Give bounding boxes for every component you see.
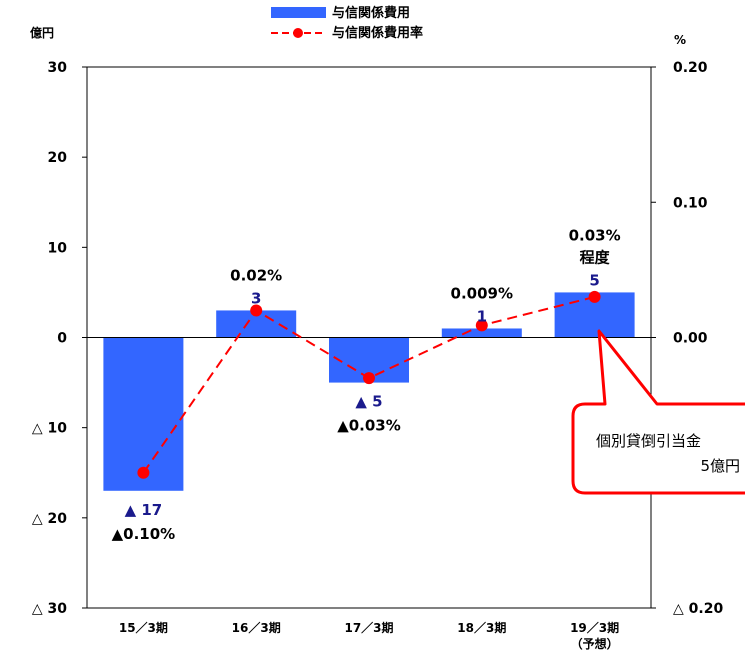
rate-marker bbox=[363, 372, 375, 385]
rate-marker bbox=[475, 319, 488, 332]
rate-marker bbox=[137, 466, 150, 479]
y-right-tick-label: 0.00 bbox=[673, 331, 708, 347]
rate-label: 0.03% bbox=[569, 226, 621, 244]
callout-line-1: 個別貸倒引当金 bbox=[596, 432, 701, 450]
bar bbox=[441, 328, 522, 338]
x-tick-sublabel: （予想） bbox=[571, 636, 619, 651]
y-left-tick-label: 10 bbox=[48, 240, 68, 256]
y-right-ticks: 0.20 0.10 0.00 △ 0.20 bbox=[651, 60, 723, 617]
bar bbox=[103, 337, 184, 491]
bar-value-label: ▲ 5 bbox=[355, 393, 382, 411]
y-right-tick-label: 0.20 bbox=[673, 60, 708, 76]
callout-shape bbox=[571, 329, 745, 495]
callout: 個別貸倒引当金 5億円 bbox=[571, 329, 745, 495]
bar-value-labels: ▲ 17 3 ▲ 5 1 5 bbox=[125, 271, 600, 518]
y-right-tick-label: 0.10 bbox=[673, 195, 708, 211]
bar-value-label: 5 bbox=[589, 271, 599, 289]
x-tick-label: 17／3期 bbox=[344, 620, 393, 635]
y-left-unit: 億円 bbox=[30, 25, 54, 40]
legend-line-label: 与信関係費用率 bbox=[332, 25, 423, 41]
rate-labels: ▲0.10% 0.02% ▲0.03% 0.009% 0.03% 程度 bbox=[112, 226, 621, 542]
bar-series bbox=[103, 292, 635, 491]
y-right-unit: % bbox=[674, 33, 686, 47]
legend-line-marker bbox=[293, 28, 303, 38]
y-left-tick-label: △ 30 bbox=[32, 601, 67, 617]
x-tick-label: 15／3期 bbox=[119, 620, 168, 635]
x-tick-label: 16／3期 bbox=[232, 620, 281, 635]
x-tick-label: 18／3期 bbox=[457, 620, 506, 635]
y-right-tick-label: △ 0.20 bbox=[673, 601, 723, 617]
y-left-tick-label: 20 bbox=[48, 150, 68, 166]
x-axis-labels: 15／3期 16／3期 17／3期 18／3期 19／3期（予想） bbox=[119, 620, 619, 651]
y-left-tick-label: 0 bbox=[57, 331, 67, 347]
rate-marker bbox=[250, 304, 263, 317]
bar-value-label: 3 bbox=[251, 289, 261, 307]
x-tick-label: 19／3期 bbox=[570, 620, 619, 635]
bar-value-label: ▲ 17 bbox=[125, 501, 163, 519]
rate-label: ▲0.10% bbox=[112, 525, 176, 543]
rate-label: ▲0.03% bbox=[337, 417, 401, 435]
rate-label: 0.009% bbox=[451, 284, 513, 302]
bar-value-label: 1 bbox=[477, 307, 487, 325]
legend-bar-label: 与信関係費用 bbox=[332, 5, 410, 21]
legend-bar-swatch bbox=[271, 7, 326, 18]
rate-line bbox=[142, 295, 595, 474]
rate-label: 0.02% bbox=[230, 266, 282, 284]
rate-series bbox=[137, 290, 601, 479]
rate-marker bbox=[588, 290, 601, 303]
callout-line-2: 5億円 bbox=[700, 457, 740, 475]
y-left-ticks: 30 20 10 0 △ 10 △ 20 △ 30 bbox=[32, 60, 87, 617]
legend: 与信関係費用 与信関係費用率 bbox=[271, 5, 423, 41]
y-left-tick-label: △ 20 bbox=[32, 511, 67, 527]
rate-label-extra: 程度 bbox=[580, 248, 611, 266]
y-left-tick-label: 30 bbox=[48, 60, 68, 76]
y-left-tick-label: △ 10 bbox=[32, 421, 67, 437]
